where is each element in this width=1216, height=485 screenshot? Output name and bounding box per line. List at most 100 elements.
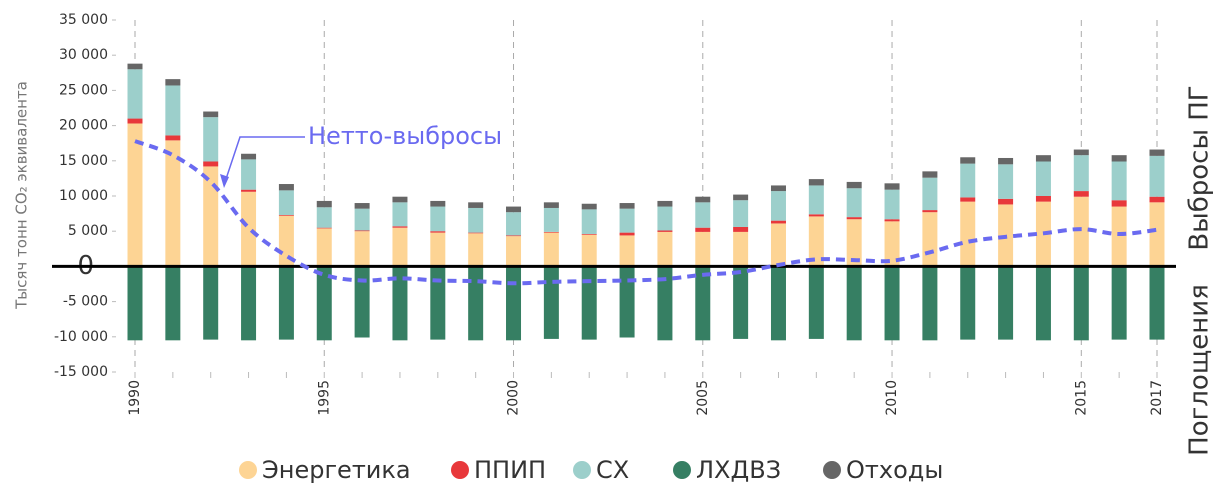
- bar-segment: [846, 266, 862, 341]
- bar-segment: [127, 63, 143, 70]
- bar-segment: [203, 266, 219, 340]
- legend-marker: [239, 461, 257, 479]
- bar-segment: [1111, 155, 1127, 162]
- bar-segment: [354, 266, 370, 338]
- bar-segment: [619, 235, 635, 267]
- bar-segment: [1035, 155, 1051, 162]
- bar-segment: [392, 196, 408, 203]
- bar-segment: [354, 231, 370, 267]
- bar-segment: [430, 232, 446, 267]
- bar-segment: [1073, 149, 1089, 156]
- bar-segment: [922, 266, 938, 341]
- y-axis-label: Тысяч тонн CO₂ эквивалента: [13, 81, 31, 310]
- bar-segment: [657, 206, 673, 231]
- bar-segment: [846, 181, 862, 189]
- bar-segment: [770, 191, 786, 221]
- bar-segment: [695, 227, 711, 232]
- bar-segment: [1073, 155, 1089, 192]
- bar-segment: [657, 266, 673, 341]
- bar-segment: [884, 219, 900, 222]
- legend-marker: [823, 461, 841, 479]
- bar-segment: [657, 200, 673, 207]
- y-tick-label: -5 000: [63, 294, 108, 310]
- bar-segment: [808, 216, 824, 267]
- right-label: Поглощения: [1185, 284, 1215, 456]
- bar-segment: [657, 230, 673, 232]
- bar-segment: [846, 188, 862, 218]
- bar-segment: [241, 153, 257, 160]
- bar-segment: [203, 117, 219, 162]
- bar-segment: [733, 200, 749, 227]
- legend-marker: [573, 461, 591, 479]
- bar-segment: [354, 203, 370, 209]
- bar-segment: [278, 266, 294, 340]
- bar-segment: [241, 191, 257, 267]
- bar-segment: [846, 219, 862, 267]
- y-tick-label: 35 000: [59, 12, 108, 28]
- bar-segment: [278, 215, 294, 267]
- bar-segment: [506, 212, 522, 236]
- bar-segment: [1149, 202, 1165, 267]
- bar-segment: [998, 266, 1014, 340]
- bar-segment: [884, 189, 900, 220]
- bar-segment: [733, 266, 749, 339]
- bar-segment: [998, 198, 1014, 205]
- bar-segment: [960, 266, 976, 340]
- bar-segment: [695, 202, 711, 228]
- bar-segment: [1111, 206, 1127, 267]
- bar-segment: [619, 266, 635, 338]
- net-line: [134, 139, 1158, 286]
- bar-segment: [392, 226, 408, 228]
- bar-segment: [733, 231, 749, 267]
- bar-segment: [960, 201, 976, 267]
- bar-segment: [165, 85, 181, 136]
- legend-marker: [673, 461, 691, 479]
- bar-segment: [165, 79, 181, 86]
- bar-segment: [241, 266, 257, 341]
- bar-segment: [695, 231, 711, 267]
- bar-segment: [581, 234, 597, 235]
- bar-segment: [1111, 200, 1127, 207]
- bar-segment: [127, 266, 143, 341]
- bar-segment: [733, 194, 749, 201]
- bar-segment: [127, 69, 143, 119]
- bar-segment: [846, 217, 862, 220]
- bar-segment: [695, 266, 711, 341]
- bar-segment: [1035, 161, 1051, 196]
- bar-segment: [392, 227, 408, 267]
- bar-segment: [543, 232, 559, 267]
- x-tick-label: 2000: [506, 380, 522, 416]
- y-tick-label: 25 000: [59, 82, 108, 98]
- bar-segment: [808, 179, 824, 186]
- bar-segment: [278, 190, 294, 216]
- y-tick-label: 10 000: [59, 188, 108, 204]
- bar-segment: [1111, 161, 1127, 201]
- bar-segment: [392, 266, 408, 341]
- bar-segment: [127, 123, 143, 267]
- bar-segment: [770, 223, 786, 267]
- bar-segment: [619, 208, 635, 233]
- bar-segment: [884, 183, 900, 190]
- bar-segment: [581, 234, 597, 267]
- legend-label: СХ: [596, 456, 629, 484]
- bar-segment: [1035, 266, 1051, 341]
- y-tick-label: 5 000: [68, 223, 108, 239]
- bar-segment: [695, 196, 711, 203]
- bar-segment: [203, 166, 219, 267]
- y-tick-label: 15 000: [59, 153, 108, 169]
- bar-segment: [468, 202, 484, 208]
- y-tick-label: 20 000: [59, 118, 108, 134]
- bar-segment: [278, 184, 294, 191]
- bar-segment: [165, 266, 181, 341]
- bar-segment: [543, 202, 559, 208]
- bar-segment: [468, 207, 484, 233]
- bar-segment: [203, 111, 219, 118]
- bar-segment: [1073, 266, 1089, 341]
- bar-segment: [808, 214, 824, 217]
- bar-segment: [354, 230, 370, 232]
- bar-segment: [165, 140, 181, 267]
- bar-segment: [506, 206, 522, 213]
- x-tick-label: 2005: [695, 380, 711, 416]
- y-tick-label: -15 000: [54, 364, 108, 380]
